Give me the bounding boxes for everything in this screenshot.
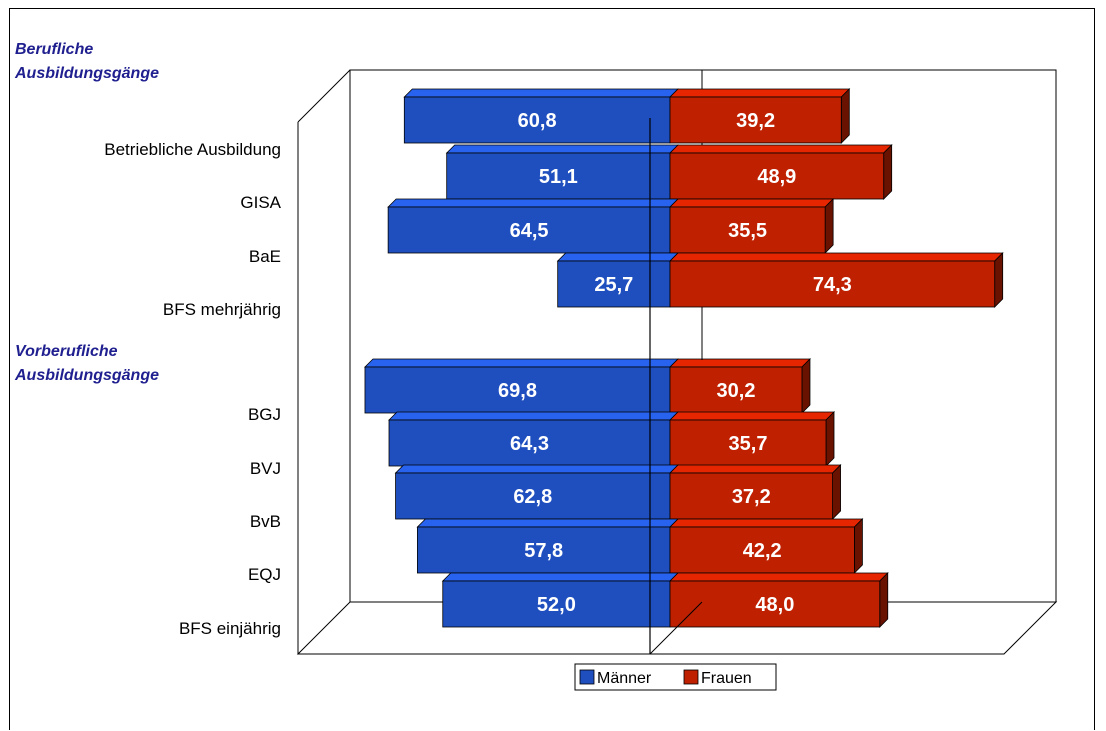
bar-frauen-top: [669, 572, 889, 582]
legend-item: Frauen: [701, 670, 752, 687]
bar-frauen-top: [669, 411, 835, 421]
bar-maenner-top: [441, 572, 679, 582]
bar-frauen: [669, 96, 842, 144]
bar-frauen-side: [824, 198, 834, 254]
data-label-maenner: 60,8: [518, 110, 557, 132]
bar-maenner: [557, 260, 671, 308]
group-label: Berufliche: [15, 41, 93, 58]
front-zero-floor-line: [649, 601, 703, 655]
category-label: BVJ: [250, 459, 281, 478]
data-label-frauen: 37,2: [732, 486, 771, 508]
category-label: BGJ: [248, 405, 281, 424]
legend-box: [574, 663, 777, 691]
data-label-frauen: 30,2: [717, 380, 756, 402]
category-label: Betriebliche Ausbildung: [104, 140, 281, 159]
bar-frauen: [669, 366, 803, 414]
bar-frauen-side: [825, 411, 835, 467]
data-label-maenner: 51,1: [539, 166, 578, 188]
bar-frauen: [669, 472, 833, 520]
bar-maenner: [395, 472, 671, 520]
data-label-frauen: 42,2: [743, 540, 782, 562]
bar-maenner-top: [445, 144, 679, 154]
group-label: Ausbildungsgänge: [14, 367, 159, 384]
group-label: Ausbildungsgänge: [14, 65, 159, 82]
bar-frauen-top: [669, 464, 842, 474]
bar-frauen: [669, 260, 996, 308]
bar-maenner-top: [416, 518, 679, 528]
bar-maenner-top: [556, 252, 679, 262]
legend-swatch: [683, 669, 699, 685]
bar-maenner-top: [387, 198, 679, 208]
chart-labels: 60,8 39,2 Betriebliche Ausbildung 51,1 48,9 G…: [14, 41, 852, 638]
bar-maenner: [387, 206, 671, 254]
data-label-frauen: 74,3: [813, 274, 852, 296]
category-label: BFS einjährig: [179, 619, 281, 638]
bar-frauen: [669, 526, 855, 574]
bar-maenner-top: [364, 358, 679, 368]
bar-frauen-side: [840, 88, 850, 144]
bar-frauen-side: [994, 252, 1004, 308]
bar-maenner: [388, 419, 671, 467]
left-wall-top: [297, 69, 351, 123]
group-label: Vorberufliche: [15, 343, 118, 360]
bar-frauen-side: [883, 144, 893, 200]
bar-frauen: [669, 580, 881, 628]
legend-item: Männer: [597, 670, 652, 687]
category-label: BFS mehrjährig: [163, 300, 281, 319]
data-label-maenner: 69,8: [498, 380, 537, 402]
bar-frauen-side: [801, 358, 811, 414]
chart-border: [9, 8, 1095, 730]
bar-frauen-top: [669, 144, 893, 154]
bar-frauen-side: [854, 518, 863, 574]
bar-frauen: [669, 152, 885, 200]
bar-frauen-side: [832, 464, 841, 520]
data-label-maenner: 57,8: [524, 540, 563, 562]
data-label-maenner: 64,3: [510, 433, 549, 455]
category-label: EQJ: [248, 565, 281, 584]
legend-swatch: [579, 669, 595, 685]
data-label-frauen: 35,5: [728, 220, 767, 242]
bar-maenner: [403, 96, 671, 144]
data-label-maenner: 62,8: [513, 486, 552, 508]
category-label: GISA: [240, 193, 281, 212]
bar-frauen: [669, 206, 826, 254]
data-label-frauen: 39,2: [736, 110, 775, 132]
bar-frauen-top: [669, 518, 864, 528]
chart-bars: [364, 88, 1004, 628]
bar-frauen: [669, 419, 827, 467]
legend: Männer Frauen: [574, 663, 777, 691]
data-label-frauen: 48,0: [755, 594, 794, 616]
bar-frauen-top: [669, 88, 851, 98]
bar-frauen-top: [669, 198, 835, 208]
data-label-maenner: 25,7: [594, 274, 633, 296]
data-label-maenner: 52,0: [537, 594, 576, 616]
bar-maenner: [442, 580, 671, 628]
bar-frauen-side: [879, 572, 889, 628]
category-label: BvB: [250, 512, 281, 531]
data-label-maenner: 64,5: [510, 220, 549, 242]
data-label-frauen: 48,9: [757, 166, 796, 188]
category-label: BaE: [249, 247, 281, 266]
bar-maenner-top: [403, 88, 679, 98]
front-axis: [649, 118, 703, 655]
data-label-frauen: 35,7: [729, 433, 768, 455]
bar-frauen-top: [669, 358, 811, 368]
bar-frauen-top: [669, 252, 1004, 262]
back-wall: [349, 69, 1057, 603]
bar-maenner-top: [388, 411, 679, 421]
bar-maenner-top: [394, 464, 679, 474]
